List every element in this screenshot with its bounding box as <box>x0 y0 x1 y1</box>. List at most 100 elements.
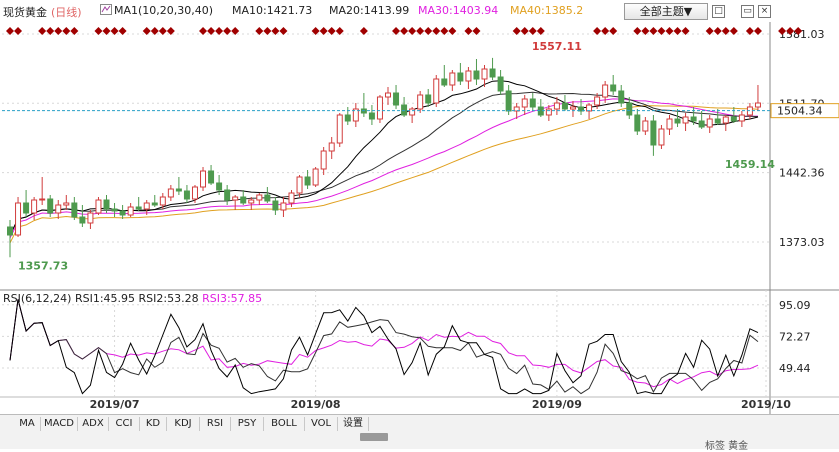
signal-marker <box>601 27 610 35</box>
tab-4[interactable]: KD <box>140 417 167 431</box>
candle-down <box>714 118 721 124</box>
rsi-tick-label: 72.27 <box>779 330 811 343</box>
rsi3-line <box>9 299 759 388</box>
tab-7[interactable]: PSY <box>231 417 264 431</box>
signal-marker <box>38 27 47 35</box>
signal-marker <box>786 27 795 35</box>
theme-dropdown[interactable]: 全部主题▼ <box>624 3 708 20</box>
signal-marker <box>593 27 602 35</box>
signal-marker <box>118 27 127 35</box>
candle-down <box>618 90 625 104</box>
candle-down <box>304 176 311 186</box>
ma20-value: MA20:1413.99 <box>329 4 410 17</box>
tab-10[interactable]: 设置 <box>338 417 369 431</box>
maximize-icon[interactable]: □ <box>712 5 725 18</box>
tab-0[interactable]: MA <box>14 417 41 431</box>
signal-marker <box>778 27 787 35</box>
signal-marker <box>721 27 730 35</box>
candle-up <box>288 192 295 204</box>
signal-marker <box>745 27 754 35</box>
candle-down <box>103 199 110 210</box>
restore-icon[interactable]: ▭ <box>741 5 754 18</box>
signal-marker <box>705 27 714 35</box>
signal-marker <box>448 27 457 35</box>
scrollbar-handle[interactable] <box>360 433 388 441</box>
candle-down <box>393 92 400 106</box>
signal-marker <box>464 27 473 35</box>
signal-marker <box>166 27 175 35</box>
signal-marker <box>520 27 529 35</box>
candle-up <box>513 106 520 112</box>
candle-down <box>425 94 432 104</box>
rsi2-line <box>9 299 759 395</box>
candle-down <box>505 90 512 112</box>
candle-down <box>489 68 496 78</box>
candle-up <box>521 98 528 108</box>
candle-up <box>352 108 359 122</box>
candle-up <box>296 176 303 194</box>
signal-marker <box>263 27 272 35</box>
current-price-box <box>770 103 839 119</box>
tab-3[interactable]: CCI <box>109 417 140 431</box>
instrument-name: 现货黄金 <box>3 6 47 19</box>
candle-up <box>376 96 383 120</box>
candle-down <box>401 104 408 116</box>
signal-marker <box>416 27 425 35</box>
candle-up <box>385 92 391 98</box>
ma40-line <box>9 105 759 244</box>
candle-up <box>87 212 94 224</box>
month-label: 2019/08 <box>291 398 341 411</box>
signal-marker <box>713 27 722 35</box>
candle-up <box>159 196 166 206</box>
candle-up <box>545 108 552 116</box>
candle-up <box>256 194 263 201</box>
candle-up <box>569 106 576 110</box>
signal-marker <box>102 27 111 35</box>
signal-marker <box>673 27 682 35</box>
signal-marker <box>207 27 216 35</box>
candle-up <box>409 108 416 116</box>
ma-settings-icon[interactable] <box>100 4 112 18</box>
tab-2[interactable]: ADX <box>78 417 109 431</box>
price-tick-label: 1442.36 <box>779 167 825 180</box>
signal-marker <box>440 27 449 35</box>
signal-marker <box>335 27 344 35</box>
signal-marker <box>158 27 167 35</box>
candle-up <box>465 70 472 82</box>
tab-5[interactable]: KDJ <box>167 417 200 431</box>
signal-marker <box>432 27 441 35</box>
signal-marker <box>150 27 159 35</box>
signal-marker <box>54 27 63 35</box>
close-icon[interactable]: × <box>758 5 771 18</box>
candle-up <box>15 202 22 236</box>
tab-6[interactable]: RSI <box>200 417 231 431</box>
signal-marker <box>142 27 151 35</box>
candle-down <box>634 114 641 132</box>
signal-marker <box>279 27 288 35</box>
tab-1[interactable]: MACD <box>41 417 78 431</box>
candle-down <box>610 84 617 92</box>
signal-marker <box>657 27 666 35</box>
candle-up <box>280 202 287 211</box>
candle-up <box>167 188 174 198</box>
candle-up <box>602 84 609 98</box>
period-label[interactable]: (日线) <box>51 6 82 19</box>
signal-marker <box>649 27 658 35</box>
rsi-tick-label: 49.44 <box>779 362 811 375</box>
candle-down <box>561 102 568 110</box>
candle-down <box>71 202 78 218</box>
candle-down <box>23 202 30 214</box>
ma-label: MA1(10,20,30,40) <box>114 4 214 17</box>
signal-marker <box>70 27 79 35</box>
candle-down <box>730 116 737 122</box>
tab-9[interactable]: VOL <box>305 417 338 431</box>
signal-marker <box>536 27 545 35</box>
month-label: 2019/10 <box>741 398 791 411</box>
ma10-line <box>9 80 759 236</box>
candle-up <box>328 142 335 152</box>
tab-8[interactable]: BOLL <box>264 417 305 431</box>
candle-down <box>208 170 215 184</box>
chart-canvas[interactable]: 1581.031511.701442.361373.0395.0972.2749… <box>0 0 839 414</box>
candle-up <box>658 128 665 146</box>
chart-header: 现货黄金 (日线) MA1(10,20,30,40) MA10:1421.73 … <box>0 0 839 22</box>
